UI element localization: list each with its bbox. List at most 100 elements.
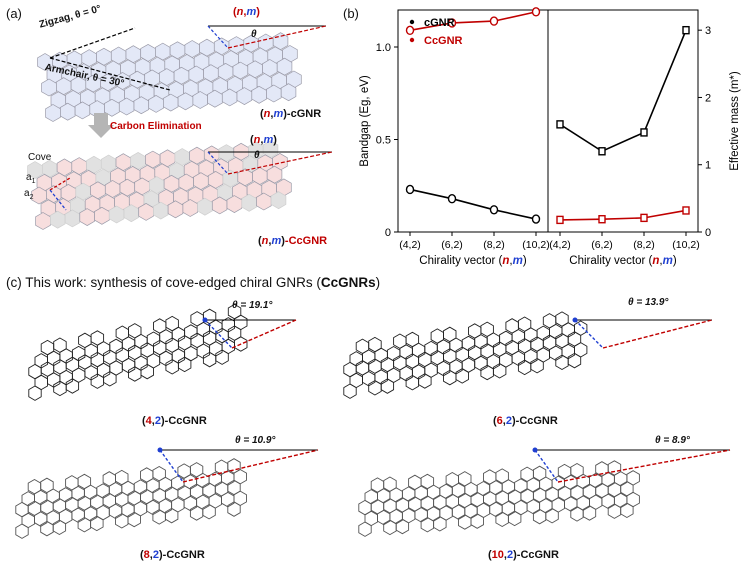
- ccgnr-hexagon: [145, 150, 161, 169]
- carbon-hexagon: [532, 508, 547, 525]
- carbon-hexagon: [183, 495, 198, 512]
- carbon-hexagon: [128, 366, 142, 382]
- m-vector: [534, 449, 559, 483]
- carbon-elimination-label: Carbon Elimination: [110, 121, 202, 132]
- ccgnr-hexagon: [270, 191, 287, 210]
- nm-label-top: (n,m): [233, 6, 260, 18]
- x-tick-label: (6,2): [441, 239, 463, 251]
- ccgnr-hexagon: [123, 204, 140, 223]
- armchair-arrow: [49, 57, 171, 91]
- ccgnr-hexagon: [60, 183, 77, 202]
- cgnr-label: (n,m)-cGNR: [260, 108, 322, 120]
- origin-dot: [157, 447, 163, 453]
- cgnr-hexagon: [129, 70, 146, 89]
- m-vector: [159, 449, 184, 483]
- carbon-hexagon: [495, 511, 509, 528]
- carbon-hexagon: [607, 503, 622, 519]
- carbon-hexagon: [71, 507, 85, 523]
- ccgnr-hexagon: [86, 155, 102, 174]
- origin-dot: [202, 317, 208, 323]
- carbon-hexagon: [458, 514, 472, 530]
- cgnr-hexagon: [173, 66, 190, 85]
- cgnr-hexagon: [203, 64, 219, 83]
- origin-dot: [572, 317, 578, 323]
- ccgnr-hexagon: [90, 181, 106, 200]
- effective-mass-plot-frame: [547, 9, 699, 233]
- carbon-hexagon: [362, 370, 376, 387]
- carbon-hexagon: [52, 519, 67, 536]
- n-vector: [602, 319, 713, 349]
- ccgnr-hexagon: [159, 149, 176, 168]
- x-tick-label: (8,2): [483, 239, 505, 251]
- y-tick-label: 0: [385, 227, 391, 239]
- carbon-hexagon: [28, 385, 42, 401]
- ccgnr-hexagon: [262, 140, 279, 159]
- ribbon-6-2-label: (6,2)-CcGNR: [493, 415, 558, 427]
- carbon-hexagon: [405, 374, 420, 391]
- ccgnr-hexagon: [79, 208, 95, 227]
- bandgap-plot-frame: [397, 9, 549, 233]
- carbon-hexagon: [470, 513, 484, 529]
- ccgnr-hexagon: [167, 200, 184, 219]
- ccgnr-hexagon: [218, 144, 235, 163]
- cgnr-hexagon: [213, 37, 230, 56]
- carbon-hexagon: [443, 369, 457, 386]
- m-vector: [204, 319, 233, 349]
- ccgnr-hexagon: [119, 178, 136, 197]
- ccgnr-hexagon: [256, 192, 272, 211]
- carbon-hexagon: [492, 363, 507, 379]
- x-tick-label: (6,2): [591, 239, 613, 251]
- cgnr-hexagon: [177, 92, 194, 111]
- cgnr-hexagon: [133, 96, 150, 115]
- carbon-hexagon: [202, 503, 216, 520]
- nm-label-mid: (n,m): [250, 134, 277, 146]
- n-vector: [231, 319, 297, 349]
- series-line-cgnr: [409, 188, 537, 220]
- cgnr-hexagon: [45, 104, 61, 122]
- x-tick-label: (4,2): [399, 239, 421, 251]
- cgnr-hexagon: [96, 47, 112, 66]
- ccgnr-hexagon-lattice: [27, 140, 292, 230]
- carbon-hexagon: [383, 519, 397, 536]
- ribbon-10-2-angle: θ = 8.9°: [655, 435, 690, 446]
- cgnr-hexagon: [247, 60, 263, 79]
- carbon-hexagon: [564, 496, 578, 512]
- cgnr-hexagon: [276, 57, 293, 76]
- carbon-hexagon: [115, 513, 129, 529]
- a2-label: a2: [24, 188, 34, 201]
- ccgnr-hexagon: [35, 212, 51, 230]
- cgnr-hexagon: [286, 70, 302, 89]
- ccgnr-hexagon: [56, 158, 73, 177]
- data-point-ccgnr: [598, 215, 606, 224]
- carbon-hexagon: [47, 372, 61, 388]
- cgnr-hexagon: [110, 46, 127, 65]
- panel-c-title: (c) This work: synthesis of cove-edged c…: [6, 275, 381, 290]
- ribbon-8-2-label: (8,2)-CcGNR: [140, 549, 205, 561]
- cgnr-hexagon: [37, 53, 53, 71]
- carbon-hexagon: [164, 507, 179, 524]
- ccgnr-hexagon: [237, 168, 253, 187]
- ccgnr-hexagon: [189, 146, 205, 165]
- carbon-hexagon: [152, 509, 166, 525]
- cgnr-hexagon: [140, 43, 156, 62]
- carbon-hexagon: [567, 352, 582, 369]
- carbon-hexagon: [77, 516, 92, 533]
- ribbon-structure: [343, 311, 588, 399]
- ccgnr-label: (n,m)-CcGNR: [258, 235, 328, 247]
- ccgnr-hexagon: [197, 197, 213, 216]
- carbon-hexagon: [343, 383, 357, 399]
- cgnr-hexagon: [85, 74, 101, 93]
- series-line-ccgnr: [409, 11, 537, 32]
- ccgnr-hexagon: [108, 205, 125, 224]
- legend-marker-ccgnr: [409, 37, 415, 43]
- carbon-hexagon: [90, 515, 104, 532]
- ribbon-10-2-label: (10,2)-CcGNR: [488, 549, 559, 561]
- data-point-ccgnr: [405, 25, 415, 36]
- cgnr-hexagon: [188, 65, 204, 84]
- data-point-cgnr: [531, 214, 541, 224]
- ribbon-4-2-label: (4,2)-CcGNR: [142, 415, 207, 427]
- carbon-hexagon: [420, 516, 435, 533]
- carbon-hexagon: [165, 359, 179, 375]
- n-vector: [557, 449, 731, 483]
- ccgnr-hexagon: [94, 206, 110, 225]
